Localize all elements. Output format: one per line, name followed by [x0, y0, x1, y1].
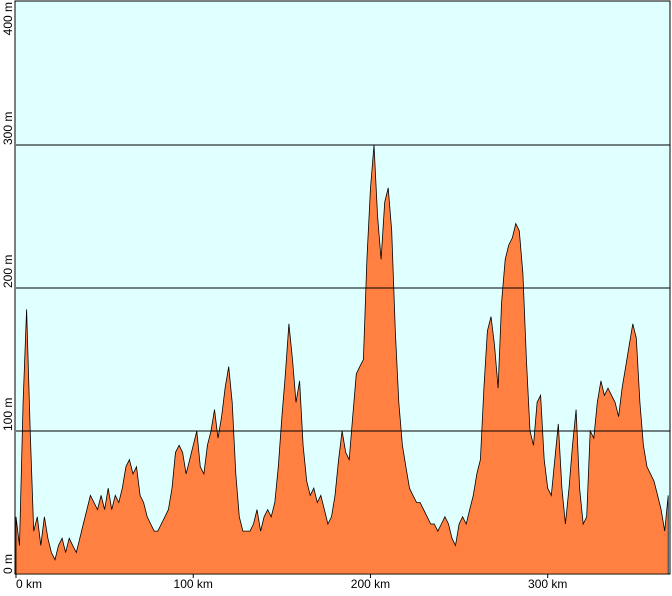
y-tick-label: 200 m [1, 255, 15, 288]
x-tick-label: 100 km [174, 577, 213, 591]
y-tick-label: 0 m [1, 554, 15, 574]
y-tick-label: 100 m [1, 398, 15, 431]
y-tick-label: 400 m [1, 2, 15, 35]
x-tick-label: 200 km [351, 577, 390, 591]
elevation-area [15, 144, 669, 575]
y-tick-label: 300 m [1, 112, 15, 145]
x-tick-label: 300 km [528, 577, 567, 591]
x-tick-label: 0 km [16, 577, 42, 591]
